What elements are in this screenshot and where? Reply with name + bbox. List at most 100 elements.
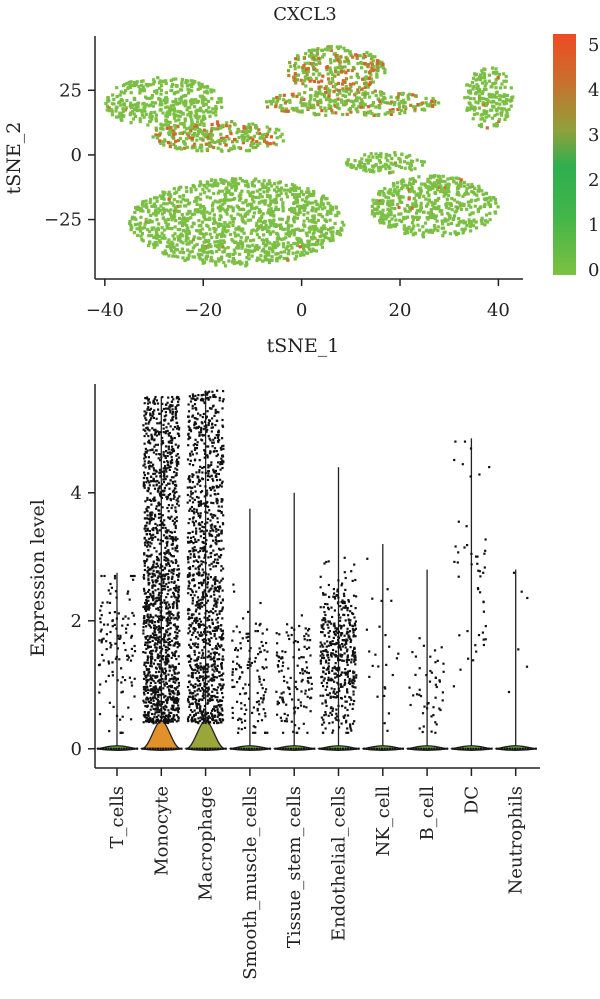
violin-point [176, 458, 179, 461]
tsne-point [265, 182, 269, 186]
violin-point [150, 417, 153, 420]
violin-point [152, 498, 156, 501]
tsne-point [202, 240, 206, 244]
tsne-point [167, 190, 171, 194]
tsne-point [378, 99, 382, 103]
tsne-point [215, 235, 219, 240]
violin-point [148, 624, 151, 627]
tsne-point [268, 99, 272, 103]
tsne-point [161, 140, 165, 144]
tsne-point [446, 177, 450, 181]
tsne-point [169, 104, 174, 108]
violin-point [175, 603, 179, 606]
tsne-point [174, 219, 178, 223]
tsne-point [311, 232, 315, 236]
tsne-point [386, 101, 390, 105]
tsne-point [280, 217, 284, 221]
violin-point [177, 460, 180, 464]
tsne-point [367, 168, 372, 172]
tsne-point [165, 126, 169, 130]
tsne-point [336, 97, 340, 101]
tsne-point [278, 94, 282, 98]
tsne-point [314, 54, 318, 58]
tsne-point [268, 127, 272, 131]
tsne-point [201, 258, 205, 262]
violin-point [172, 678, 175, 681]
violin-point [174, 666, 177, 669]
tsne-point [387, 196, 391, 200]
tsne-point [349, 84, 353, 88]
violin-point [161, 692, 164, 695]
tsne-point [427, 230, 432, 234]
tsne-point [311, 201, 315, 205]
violin-point [148, 530, 151, 533]
violin-point [154, 597, 157, 600]
tsne-point [357, 164, 361, 168]
violin-point [115, 627, 118, 630]
tsne-point [296, 57, 300, 62]
tsne-point [174, 247, 178, 251]
violin-point [209, 747, 212, 750]
violin-point [166, 696, 169, 699]
tsne-point [124, 106, 128, 110]
tsne-point [178, 204, 182, 208]
tsne-point [197, 127, 201, 132]
violin-point [170, 617, 173, 620]
tsne-point [204, 255, 208, 259]
tsne-point [223, 234, 227, 238]
violin-point [143, 568, 146, 572]
tsne-point [172, 103, 176, 107]
violin-point [158, 512, 162, 515]
violin-point [175, 679, 178, 682]
violin-point [165, 407, 168, 410]
tsne-point [202, 184, 207, 188]
violin-point [170, 690, 173, 693]
tsne-point [364, 83, 368, 87]
violin-point [131, 654, 134, 657]
tsne-point [308, 100, 312, 104]
tsne-point [148, 115, 152, 119]
tsne-point [483, 84, 487, 88]
violin-point [99, 747, 102, 750]
tsne-point [140, 203, 144, 207]
tsne-point [166, 217, 170, 221]
tsne-point [136, 233, 140, 237]
violin-point [198, 747, 201, 750]
tsne-point [165, 115, 169, 119]
tsne-point [480, 92, 485, 96]
tsne-point [267, 260, 272, 265]
violin-point [155, 708, 159, 711]
tsne-point [503, 107, 507, 111]
tsne-point [215, 184, 219, 188]
tsne-point [133, 103, 137, 107]
tsne-point [360, 157, 364, 161]
tsne-point [461, 194, 465, 198]
tsne-point [214, 221, 218, 225]
tsne-point [328, 218, 332, 222]
violin-point [178, 643, 181, 646]
tsne-point [129, 80, 133, 84]
tsne-point [481, 90, 485, 94]
tsne-point [282, 256, 286, 261]
violin-point [190, 747, 193, 750]
tsne-point [409, 189, 413, 193]
tsne-point [136, 222, 141, 226]
tsne-point [384, 156, 388, 160]
tsne-point [290, 206, 294, 210]
violin-point [162, 654, 165, 658]
tsne-point [123, 108, 127, 112]
violin-point [168, 685, 171, 688]
tsne-point [229, 205, 233, 209]
violin-point [161, 540, 164, 543]
violin-point [165, 495, 168, 498]
violin-point [168, 408, 171, 411]
tsne-point [265, 105, 270, 109]
tsne-point [208, 211, 212, 215]
violin-point [152, 707, 155, 711]
tsne-point [479, 97, 483, 101]
violin-point [149, 718, 152, 721]
tsne-point [254, 229, 258, 233]
tsne-point [159, 92, 163, 96]
tsne-point [397, 156, 401, 161]
tsne-point [487, 203, 491, 207]
